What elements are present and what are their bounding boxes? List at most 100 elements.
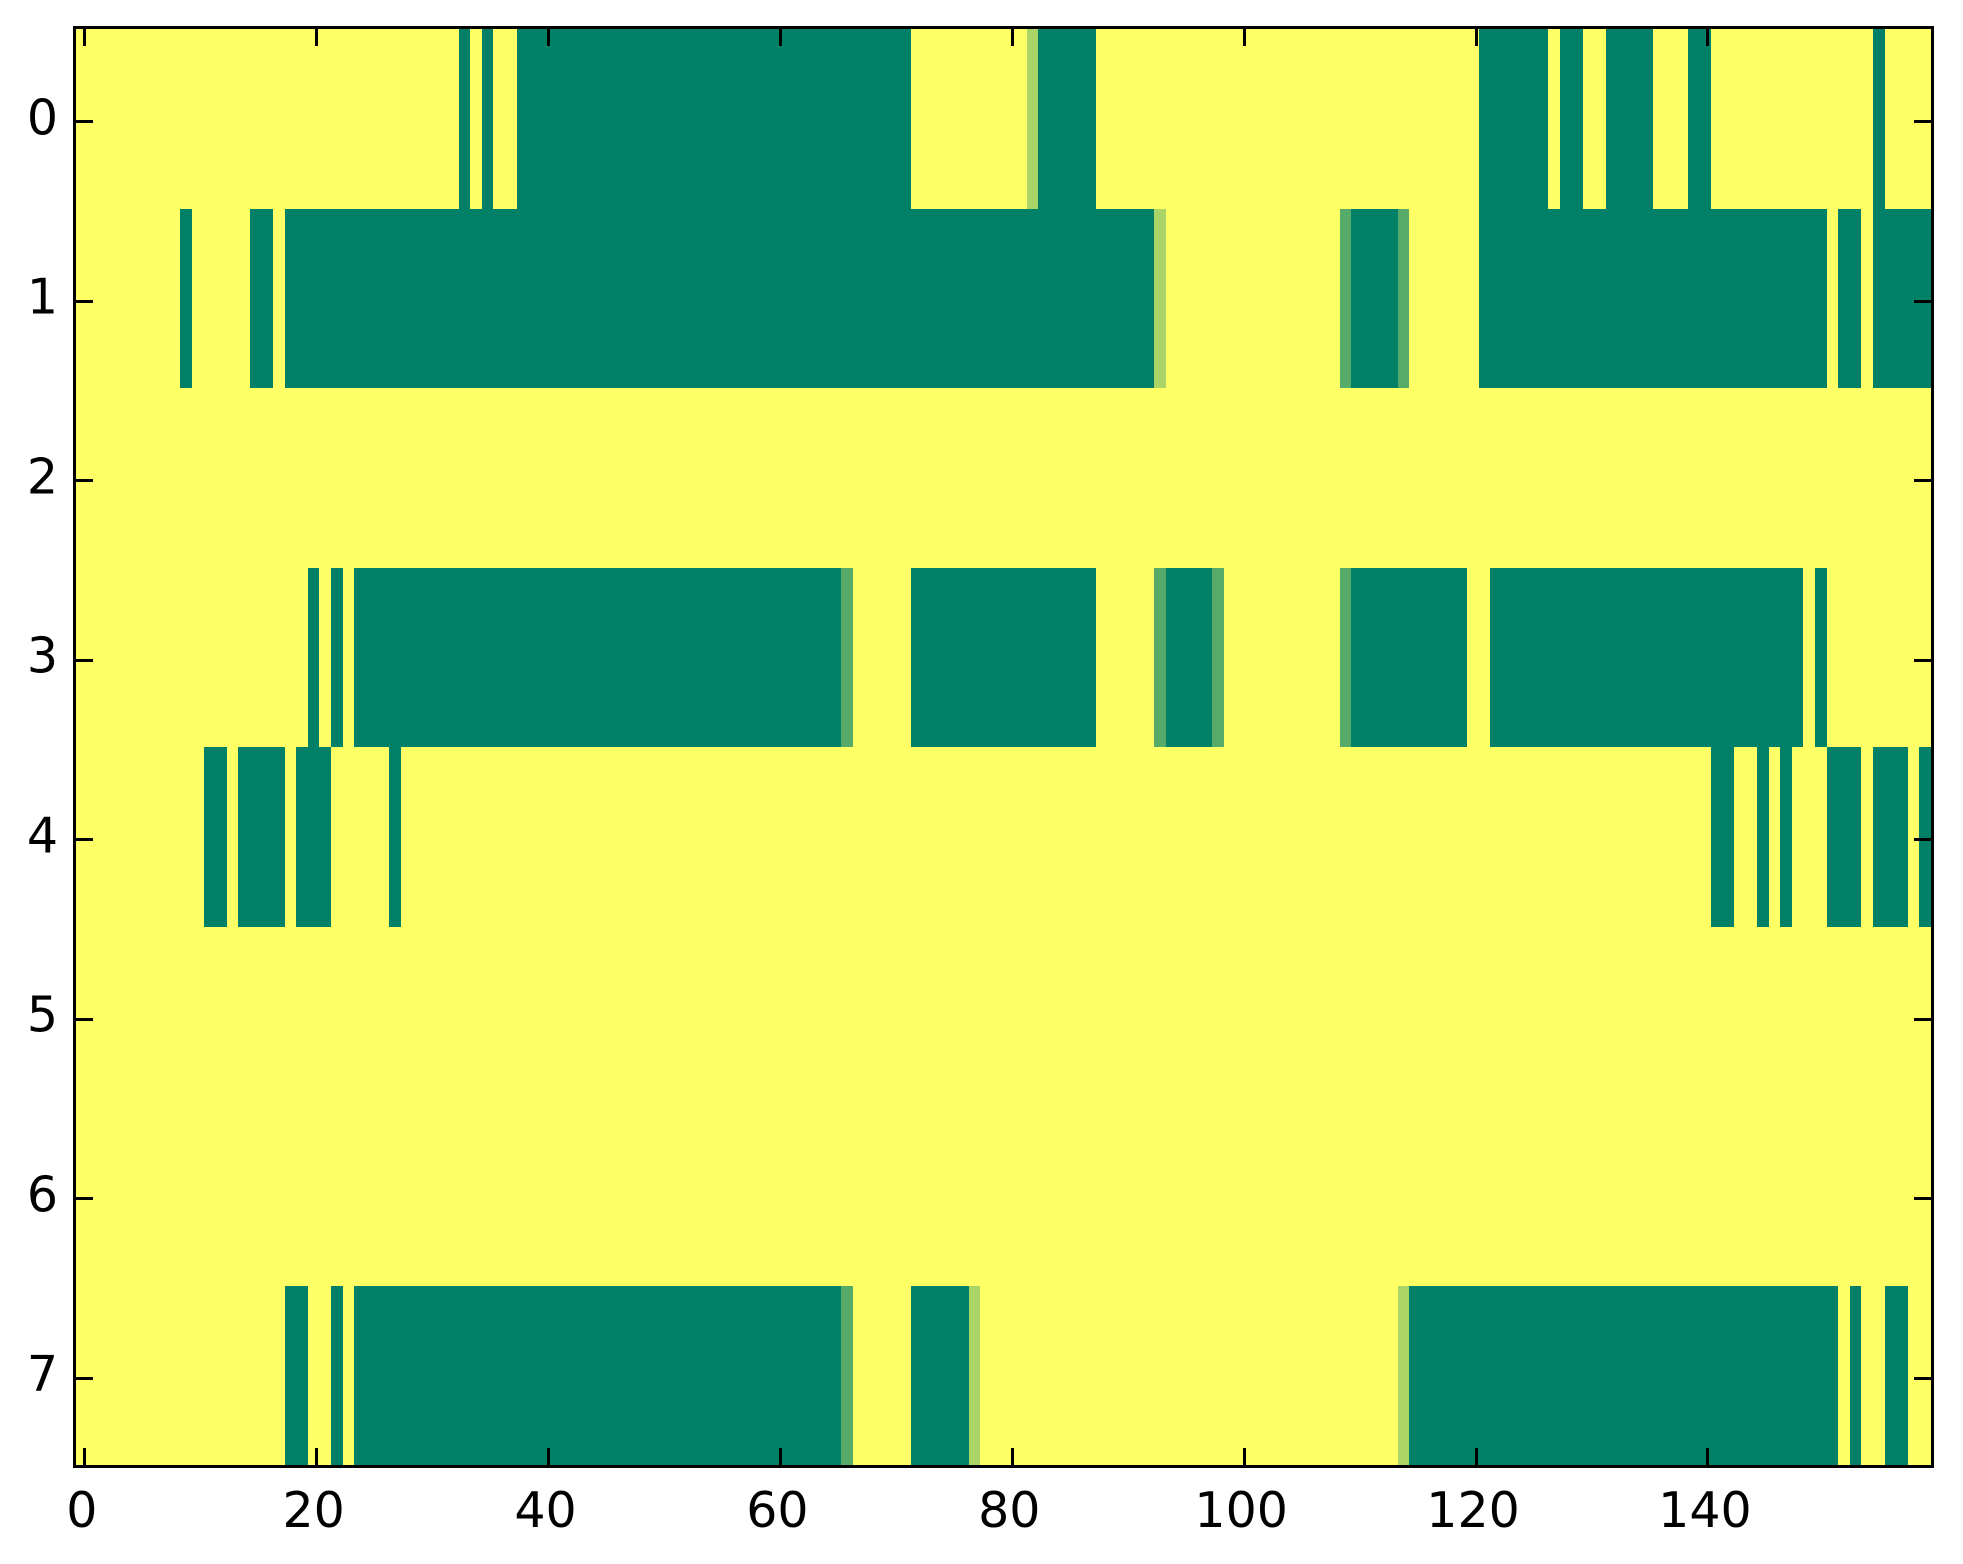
heatmap-segment <box>1710 747 1734 927</box>
heatmap-segment <box>1038 29 1097 209</box>
heatmap-segment <box>1757 747 1769 927</box>
heatmap-segment <box>1351 567 1468 747</box>
heatmap-row-5 <box>76 927 1931 1107</box>
heatmap-segment <box>238 747 285 927</box>
x-axis-top-tick <box>1010 29 1014 46</box>
x-tick-label: 0 <box>66 1482 98 1539</box>
y-axis-right-tick <box>1914 1197 1931 1201</box>
y-axis-tick <box>76 479 93 483</box>
x-tick-label: 20 <box>282 1482 345 1539</box>
heatmap-segment <box>284 208 1155 388</box>
x-tick-label: 140 <box>1658 1482 1752 1539</box>
heatmap-segment <box>910 1285 969 1465</box>
heatmap-segment <box>1826 747 1862 927</box>
heatmap-segment <box>910 567 1097 747</box>
heatmap-segment <box>1409 1285 1839 1465</box>
y-tick-label: 5 <box>26 986 58 1044</box>
heatmap-segment <box>1687 29 1711 209</box>
heatmap-row-3 <box>76 567 1931 747</box>
heatmap-segment <box>458 29 471 209</box>
heatmap-segment <box>841 567 853 747</box>
y-axis-right-tick <box>1914 120 1931 124</box>
x-axis-tick <box>547 1448 551 1465</box>
y-tick-label: 7 <box>26 1345 58 1403</box>
x-axis-top-tick <box>547 29 551 46</box>
x-tick-label: 100 <box>1194 1482 1288 1539</box>
heatmap-row-4 <box>76 747 1931 927</box>
x-axis-tick <box>1010 1448 1014 1465</box>
heatmap-segment <box>1478 29 1549 209</box>
heatmap-segment <box>1884 1285 1908 1465</box>
heatmap-segment <box>296 747 332 927</box>
heatmap-segment <box>1815 567 1827 747</box>
heatmap-segment <box>1780 747 1792 927</box>
heatmap-segment <box>1919 747 1931 927</box>
heatmap-row-1 <box>76 208 1931 388</box>
heatmap-segment <box>1154 567 1166 747</box>
heatmap-segment <box>1873 747 1908 927</box>
heatmap-segment <box>1339 567 1352 747</box>
heatmap-segment <box>284 1285 308 1465</box>
y-axis-right-tick <box>1914 1017 1931 1021</box>
heatmap-segment <box>307 567 320 747</box>
x-axis-top-tick <box>1242 29 1246 46</box>
y-tick-label: 2 <box>26 448 58 506</box>
x-axis-top-tick <box>778 29 782 46</box>
heatmap-segment <box>354 567 842 747</box>
y-axis-right-tick <box>1914 479 1931 483</box>
y-axis-tick <box>76 1197 93 1201</box>
x-tick-label: 80 <box>978 1482 1041 1539</box>
heatmap-row-2 <box>76 388 1931 568</box>
heatmap-segment <box>331 567 343 747</box>
heatmap-segment <box>180 208 192 388</box>
x-axis-tick <box>1242 1448 1246 1465</box>
y-axis-tick <box>76 838 93 842</box>
heatmap-row-0 <box>76 29 1931 209</box>
heatmap-canvas <box>76 29 1931 1465</box>
y-tick-label: 3 <box>26 627 58 685</box>
y-axis-right-tick <box>1914 658 1931 662</box>
heatmap-segment <box>1560 29 1584 209</box>
heatmap-segment <box>203 747 227 927</box>
heatmap-segment <box>1339 208 1352 388</box>
heatmap-segment <box>1165 567 1213 747</box>
x-tick-label: 40 <box>514 1482 577 1539</box>
heatmap-segment <box>1478 208 1827 388</box>
heatmap-segment <box>516 29 911 209</box>
y-tick-label: 6 <box>26 1166 58 1224</box>
heatmap-segment <box>331 1285 343 1465</box>
heatmap-segment <box>1397 1285 1410 1465</box>
heatmap-segment <box>1212 567 1224 747</box>
y-axis-tick <box>76 1376 93 1380</box>
y-tick-label: 4 <box>26 807 58 865</box>
x-axis-tick <box>83 1448 87 1465</box>
heatmap-segment <box>481 29 494 209</box>
heatmap-segment <box>1873 208 1931 388</box>
y-tick-label: 0 <box>26 89 58 147</box>
heatmap-row-7 <box>76 1285 1931 1465</box>
y-axis-right-tick <box>1914 299 1931 303</box>
y-tick-label: 1 <box>26 268 58 326</box>
x-axis-tick <box>778 1448 782 1465</box>
y-axis-right-tick <box>1914 838 1931 842</box>
x-axis-tick <box>1706 1448 1710 1465</box>
x-axis-top-tick <box>315 29 319 46</box>
heatmap-segment <box>1397 208 1410 388</box>
heatmap-segment <box>1838 208 1862 388</box>
heatmap-segment <box>1490 567 1804 747</box>
x-axis-top-tick <box>1474 29 1478 46</box>
y-axis-tick <box>76 120 93 124</box>
heatmap-segment <box>389 747 401 927</box>
heatmap-segment <box>1351 208 1398 388</box>
x-tick-label: 120 <box>1426 1482 1520 1539</box>
heatmap-segment <box>1154 208 1166 388</box>
x-axis-tick <box>1474 1448 1478 1465</box>
heatmap-row-6 <box>76 1106 1931 1286</box>
heatmap-segment <box>1026 29 1039 209</box>
heatmap-segment <box>1873 29 1885 209</box>
x-axis-top-tick <box>1706 29 1710 46</box>
x-tick-label: 60 <box>746 1482 809 1539</box>
x-axis-tick <box>315 1448 319 1465</box>
y-axis-right-tick <box>1914 1376 1931 1380</box>
